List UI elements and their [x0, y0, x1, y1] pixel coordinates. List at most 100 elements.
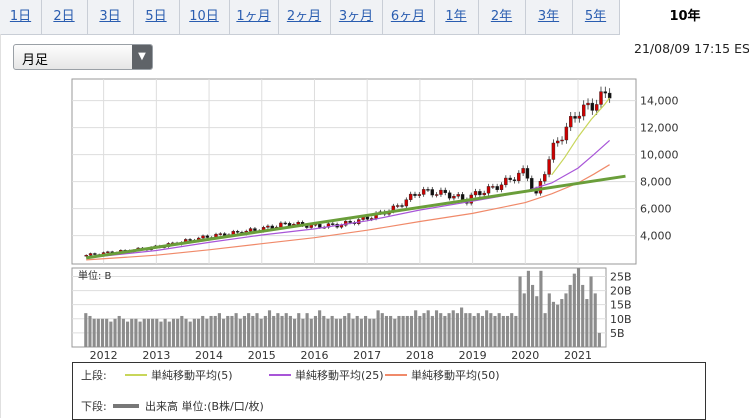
volume-bar: [418, 315, 422, 347]
volume-bar: [505, 315, 510, 347]
candle: [508, 177, 512, 180]
candle: [248, 228, 253, 232]
chart-frame: [0, 34, 748, 418]
tab-11[interactable]: 2年: [478, 0, 526, 34]
volume-bar: [397, 315, 401, 347]
candle: [404, 199, 409, 207]
candle: [348, 221, 352, 223]
volume-bar: [576, 268, 581, 347]
candle: [84, 255, 88, 257]
volume-bar: [121, 318, 125, 347]
volume-bar: [597, 332, 601, 347]
volume-bar: [338, 318, 343, 347]
volume-bar: [389, 315, 393, 347]
candle: [283, 222, 287, 225]
x-tick-label: 2017: [353, 349, 381, 362]
tab-10[interactable]: 1年: [434, 0, 479, 34]
volume-bar: [222, 318, 226, 347]
volume-bar: [284, 313, 288, 347]
volume-bar: [142, 318, 146, 347]
candle: [564, 126, 569, 141]
volume-bar: [130, 318, 134, 347]
candle: [556, 140, 560, 144]
volume-bar: [184, 318, 188, 347]
tab-1[interactable]: 1日: [0, 0, 42, 34]
candle-period-select[interactable]: 月足 ▼: [13, 44, 153, 70]
tab-5[interactable]: 10日: [179, 0, 230, 34]
volume-bar: [593, 293, 597, 347]
volume-bar: [209, 315, 213, 347]
candle: [426, 189, 430, 191]
volume-bar: [568, 284, 572, 347]
volume-bar: [234, 313, 238, 347]
volume-bar: [322, 315, 326, 347]
tab-8[interactable]: 3ヶ月: [330, 0, 383, 34]
tab-2[interactable]: 2日: [41, 0, 88, 34]
volume-bar: [134, 318, 138, 347]
candle: [478, 191, 482, 196]
legend-volume: 出来高 単位:(B株/口/枚): [145, 400, 264, 413]
volume-bar: [155, 318, 159, 347]
volume-bar: [401, 315, 405, 347]
volume-bar: [539, 270, 543, 347]
volume-bar: [242, 315, 247, 347]
price-tick-label: 4,000: [640, 230, 672, 243]
volume-bar: [318, 310, 322, 347]
volume-bar: [501, 315, 505, 347]
legend-ma50-swatch: [385, 374, 407, 376]
price-panel: [71, 78, 637, 265]
tab-14[interactable]: 10年: [619, 0, 749, 35]
candle: [456, 194, 460, 197]
tab-6[interactable]: 1ヶ月: [229, 0, 279, 34]
candle: [512, 179, 517, 181]
candle: [473, 191, 478, 196]
tab-4[interactable]: 5日: [133, 0, 180, 34]
volume-bar: [84, 313, 88, 347]
candle: [439, 189, 443, 195]
tab-12[interactable]: 3年: [525, 0, 573, 34]
volume-bar: [380, 313, 384, 347]
volume-bar: [443, 315, 447, 347]
candle: [434, 194, 439, 196]
volume-bar: [201, 315, 205, 347]
volume-bar: [543, 313, 547, 347]
candle: [530, 178, 534, 190]
volume-bar: [343, 315, 347, 347]
volume-bar: [393, 318, 397, 347]
volume-bar: [263, 315, 267, 347]
volume-bar: [226, 315, 230, 347]
volume-bar: [280, 315, 284, 347]
candle: [253, 228, 257, 231]
candle: [560, 139, 564, 142]
legend-lower-label: 下段:: [81, 400, 107, 413]
x-tick-label: 2015: [248, 349, 276, 362]
volume-bar: [439, 313, 443, 347]
candle: [460, 194, 465, 200]
tab-3[interactable]: 3日: [87, 0, 134, 34]
candle: [331, 223, 335, 225]
candle: [543, 174, 547, 182]
chevron-down-icon: ▼: [132, 45, 152, 69]
volume-bar: [384, 315, 389, 347]
volume-bar: [489, 313, 493, 347]
volume-bar: [255, 313, 259, 347]
x-tick-label: 2013: [142, 349, 170, 362]
candle: [413, 193, 417, 196]
period-tab-bar: 1日 2日 3日 5日 10日 1ヶ月 2ヶ月 3ヶ月 6ヶ月 1年 2年 3年 5年 10年: [0, 0, 749, 35]
volume-bar: [493, 315, 497, 347]
candle: [577, 115, 582, 119]
trend-line: [85, 174, 626, 260]
volume-bar: [551, 301, 556, 347]
volume-bar: [526, 270, 530, 347]
volume-bar: [272, 315, 276, 347]
tab-7[interactable]: 2ヶ月: [278, 0, 331, 34]
volume-bar: [363, 315, 368, 347]
candle: [106, 251, 110, 253]
volume-bar: [305, 313, 309, 347]
price-tick-label: 12,000: [640, 122, 679, 135]
tab-9[interactable]: 6ヶ月: [382, 0, 435, 34]
volume-bar: [422, 313, 426, 347]
candle: [581, 104, 586, 117]
volume-tick-label: 5B: [610, 327, 625, 340]
